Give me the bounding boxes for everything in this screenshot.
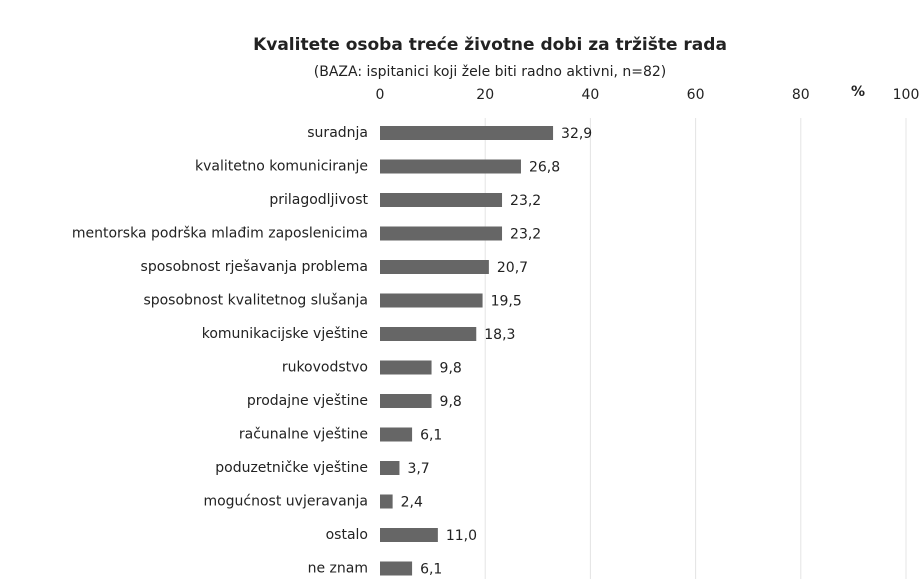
chart-subtitle: (BAZA: ispitanici koji žele biti radno a… bbox=[314, 64, 667, 80]
data-label: 20,7 bbox=[497, 260, 528, 276]
y-tick-label: mentorska podrška mlađim zaposlenicima bbox=[72, 226, 368, 242]
data-label: 11,0 bbox=[446, 528, 477, 544]
y-tick-label: kvalitetno komuniciranje bbox=[195, 159, 368, 175]
bar bbox=[380, 260, 489, 274]
y-tick-label: ostalo bbox=[326, 527, 368, 543]
axis-label: % bbox=[851, 84, 865, 100]
bar bbox=[380, 528, 438, 542]
bar bbox=[380, 561, 413, 576]
x-tick-label: 0 bbox=[376, 87, 385, 103]
x-tick-label: 80 bbox=[792, 87, 810, 103]
data-label: 9,8 bbox=[440, 361, 462, 377]
data-label: 26,8 bbox=[529, 160, 560, 176]
bar bbox=[380, 461, 400, 475]
data-label: 23,2 bbox=[510, 193, 541, 209]
y-tick-label: mogućnost uvjeravanja bbox=[203, 494, 368, 510]
data-label: 2,4 bbox=[401, 495, 423, 511]
x-tick-label: 100 bbox=[893, 87, 920, 103]
y-tick-label: računalne vještine bbox=[239, 427, 368, 443]
data-label: 23,2 bbox=[510, 227, 541, 243]
data-label: 19,5 bbox=[491, 294, 522, 310]
y-tick-label: suradnja bbox=[307, 125, 368, 141]
x-tick-label: 20 bbox=[476, 87, 494, 103]
y-tick-label: ne znam bbox=[308, 561, 368, 577]
data-label: 18,3 bbox=[484, 327, 515, 343]
data-label: 6,1 bbox=[420, 562, 442, 578]
data-label: 3,7 bbox=[407, 461, 429, 477]
chart-title: Kvalitete osoba treće životne dobi za tr… bbox=[253, 35, 727, 55]
y-tick-label: prilagodljivost bbox=[269, 192, 368, 208]
bar bbox=[380, 293, 483, 308]
bar bbox=[380, 126, 554, 140]
bar bbox=[380, 226, 503, 241]
data-label: 6,1 bbox=[420, 428, 442, 444]
data-label: 9,8 bbox=[440, 394, 462, 410]
bar bbox=[380, 427, 413, 442]
x-tick-label: 60 bbox=[687, 87, 705, 103]
y-tick-label: poduzetničke vještine bbox=[215, 460, 368, 476]
data-label: 32,9 bbox=[561, 126, 592, 142]
y-tick-label: sposobnost kvalitetnog slušanja bbox=[143, 293, 368, 309]
x-tick-label: 40 bbox=[581, 87, 599, 103]
y-tick-label: rukovodstvo bbox=[282, 360, 368, 376]
bar bbox=[380, 193, 503, 207]
bar bbox=[380, 494, 393, 509]
bar bbox=[380, 394, 432, 408]
bar bbox=[380, 159, 521, 174]
y-tick-label: prodajne vještine bbox=[247, 393, 368, 409]
y-tick-label: sposobnost rješavanja problema bbox=[141, 259, 368, 275]
bar bbox=[380, 327, 477, 341]
bar bbox=[380, 360, 432, 375]
y-tick-label: komunikacijske vještine bbox=[202, 326, 368, 342]
